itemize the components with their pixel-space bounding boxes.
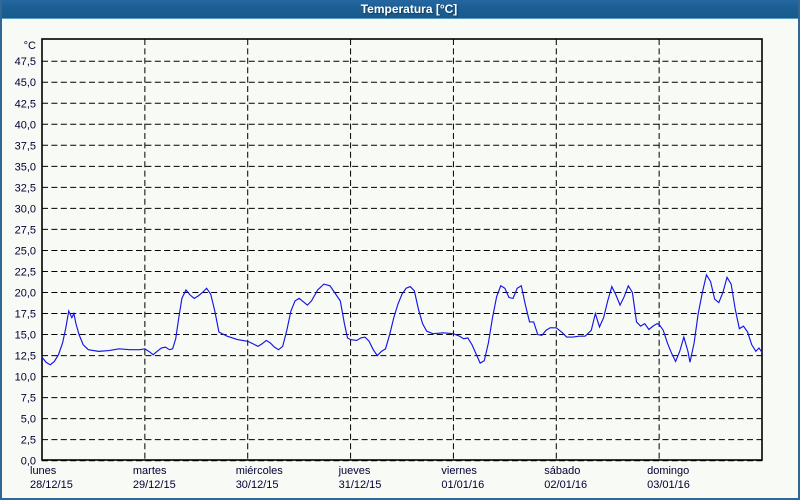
svg-text:30,0: 30,0 bbox=[15, 203, 36, 215]
svg-text:15,0: 15,0 bbox=[15, 330, 36, 342]
svg-text:32,5: 32,5 bbox=[15, 182, 36, 194]
svg-text:28/12/15: 28/12/15 bbox=[30, 479, 73, 491]
svg-text:domingo: domingo bbox=[647, 465, 689, 477]
svg-text:25,0: 25,0 bbox=[15, 245, 36, 257]
svg-text:01/01/16: 01/01/16 bbox=[441, 479, 484, 491]
svg-text:22,5: 22,5 bbox=[15, 267, 36, 279]
svg-text:37,5: 37,5 bbox=[15, 140, 36, 152]
svg-text:02/01/16: 02/01/16 bbox=[544, 479, 587, 491]
svg-text:7,5: 7,5 bbox=[21, 393, 36, 405]
svg-text:sábado: sábado bbox=[544, 465, 580, 477]
svg-text:45,0: 45,0 bbox=[15, 77, 36, 89]
svg-text:03/01/16: 03/01/16 bbox=[647, 479, 690, 491]
svg-text:29/12/15: 29/12/15 bbox=[133, 479, 176, 491]
svg-text:viernes: viernes bbox=[441, 465, 477, 477]
svg-text:40,0: 40,0 bbox=[15, 119, 36, 131]
svg-text:lunes: lunes bbox=[30, 465, 57, 477]
svg-text:2,5: 2,5 bbox=[21, 435, 36, 447]
svg-text:20,0: 20,0 bbox=[15, 288, 36, 300]
svg-text:martes: martes bbox=[133, 465, 167, 477]
svg-text:miércoles: miércoles bbox=[236, 465, 284, 477]
svg-text:12,5: 12,5 bbox=[15, 351, 36, 363]
svg-text:5,0: 5,0 bbox=[21, 414, 36, 426]
svg-text:42,5: 42,5 bbox=[15, 98, 36, 110]
svg-text:31/12/15: 31/12/15 bbox=[339, 479, 382, 491]
svg-text:30/12/15: 30/12/15 bbox=[236, 479, 279, 491]
svg-text:47,5: 47,5 bbox=[15, 56, 36, 68]
svg-text:10,0: 10,0 bbox=[15, 372, 36, 384]
svg-text:17,5: 17,5 bbox=[15, 309, 36, 321]
svg-text:°C: °C bbox=[24, 40, 36, 52]
svg-text:27,5: 27,5 bbox=[15, 224, 36, 236]
svg-text:35,0: 35,0 bbox=[15, 161, 36, 173]
svg-text:jueves: jueves bbox=[338, 465, 371, 477]
